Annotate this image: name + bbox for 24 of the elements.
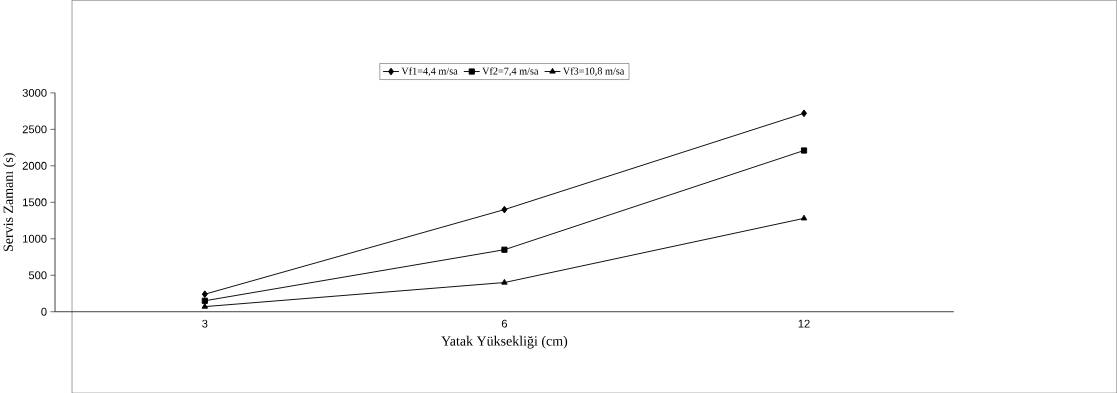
point bbox=[501, 246, 508, 253]
point bbox=[201, 302, 209, 309]
y-tick-label: 0 bbox=[41, 307, 47, 316]
point bbox=[800, 147, 808, 154]
point bbox=[501, 205, 508, 214]
y-tick-label: 3000 bbox=[22, 88, 47, 97]
y-tick-label: 500 bbox=[28, 271, 47, 280]
y-tick-label: 2000 bbox=[22, 161, 47, 170]
legend-label: Vf1=4,4 m/sa bbox=[401, 67, 458, 76]
point bbox=[801, 109, 807, 117]
x-axis-title: Yatak Yüksekliği (cm) bbox=[441, 335, 568, 349]
y-tick-label: 1000 bbox=[23, 234, 47, 243]
y-tick-label: 1500 bbox=[23, 198, 47, 207]
legend-label: Vf3=10,8 m/sa bbox=[562, 67, 625, 76]
x-tick-label: 6 bbox=[501, 319, 508, 328]
point bbox=[501, 278, 508, 285]
y-tick-label: 2500 bbox=[22, 125, 47, 134]
y-axis-title: Servis Zamanı (s) bbox=[3, 153, 16, 251]
x-tick-label: 3 bbox=[202, 319, 208, 328]
point bbox=[800, 214, 808, 221]
point bbox=[201, 297, 208, 304]
point bbox=[201, 290, 208, 298]
legend-label: Vf2=7,4 m/sa bbox=[482, 67, 539, 76]
x-tick-label: 12 bbox=[798, 319, 810, 328]
